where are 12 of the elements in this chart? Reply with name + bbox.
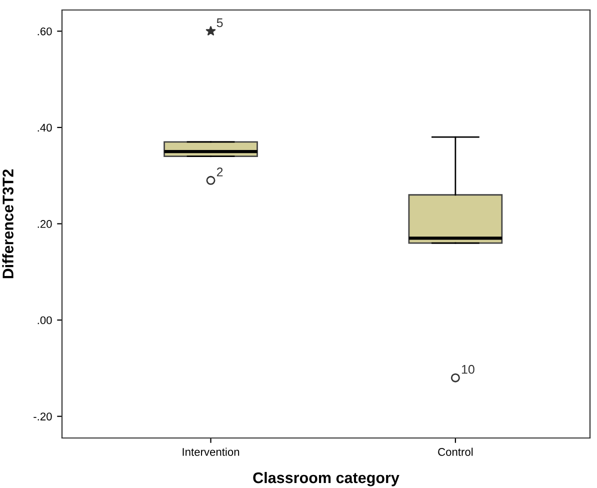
y-tick-label: .20 <box>38 220 52 228</box>
annotation: 10 <box>462 364 474 374</box>
annotation: 2 <box>216 168 223 176</box>
x-tick-label: Intervention <box>182 448 240 456</box>
x-tick-label: Control <box>438 448 473 456</box>
y-tick-label: .00 <box>38 316 52 324</box>
x-axis-title: Classroom category <box>253 472 400 486</box>
y-tick-label: -.20 <box>34 412 52 420</box>
annotation: 5 <box>216 18 223 28</box>
y-axis-title: DifferenceT3T2 <box>2 169 14 278</box>
y-tick-label: .40 <box>38 124 52 132</box>
y-tick-label: .60 <box>38 27 52 36</box>
